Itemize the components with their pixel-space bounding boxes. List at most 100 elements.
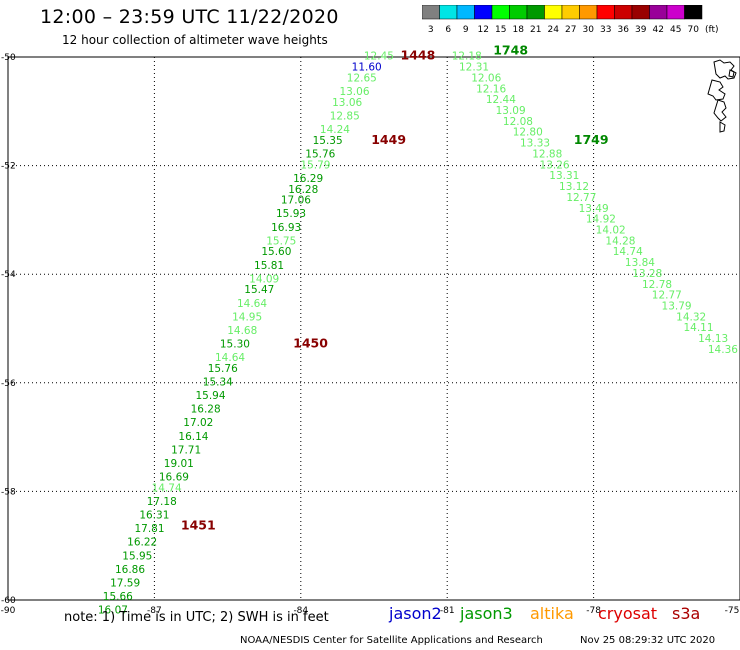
colorbar-label: 27 [565,25,576,33]
note-text: note: 1) Time is in UTC; 2) SWH is in fe… [64,610,329,625]
track-a-wave-label: 14.64 [237,298,267,310]
track-a-wave-label: 12.45 [364,51,394,63]
map-frame [7,56,740,601]
track-a-wave-label: 15.94 [195,390,225,402]
coastline-segment [713,59,737,80]
track-b-wave-label: 14.13 [698,333,728,345]
track-a-wave-label: 17.06 [281,195,311,207]
colorbar-label: 42 [653,25,664,33]
track-b-wave-label: 12.08 [503,116,533,128]
track-a-wave-label: 11.60 [352,62,382,74]
x-tick-label: -78 [586,606,601,616]
track-a-wave-label: 16.28 [288,184,318,196]
track-a-wave-label: 17.59 [110,577,140,589]
track-a-wave-label: 15.60 [261,246,291,258]
x-tick-label: -87 [147,606,162,616]
track-b-wave-label: 13.12 [559,181,589,193]
legend-altika: altika [530,604,574,623]
coastline-segment [719,121,726,133]
track-b-wave-label: 12.88 [532,148,562,160]
track-a-wave-label: 14.68 [227,325,257,337]
track-b-wave-label: 13.49 [579,203,609,215]
track-a-wave-label: 15.66 [103,591,133,603]
track-a-time-label: 1451 [181,517,216,532]
track-b-wave-label: 13.28 [632,268,662,280]
track-b-wave-label: 12.77 [566,192,596,204]
track-a-wave-label: 16.14 [178,431,208,443]
track-a-wave-label: 16.07 [98,605,128,617]
track-b-wave-label: 12.77 [652,290,682,302]
y-tick-label: -56 [1,379,16,389]
x-tick-label: -75 [725,606,740,616]
track-a-wave-label: 16.69 [159,472,189,484]
track-b-wave-label: 13.31 [549,170,579,182]
track-a-wave-label: 12.85 [330,110,360,122]
coastline-segment [707,79,726,101]
map-subtitle: 12 hour collection of altimeter wave hei… [62,33,328,47]
track-b-wave-label: 12.78 [642,279,672,291]
track-a-wave-label: 15.81 [254,260,284,272]
track-a-wave-label: 17.02 [183,417,213,429]
track-b-time-label: 1748 [493,42,528,57]
track-a-time-label: 1450 [293,336,328,351]
colorbar-swatch [684,5,703,20]
track-a-wave-label: 14.24 [320,124,350,136]
track-a-wave-label: 14.64 [215,352,245,364]
coastline-segment [728,69,735,78]
track-b-wave-label: 12.80 [513,127,543,139]
track-b-wave-label: 14.92 [586,214,616,226]
track-b-wave-label: 13.84 [625,257,655,269]
track-b-wave-label: 14.28 [605,235,635,247]
track-a-wave-label: 15.75 [266,235,296,247]
track-b-wave-label: 14.32 [676,311,706,323]
track-b-wave-label: 14.36 [708,344,738,356]
track-a-wave-label: 15.95 [122,550,152,562]
track-a-wave-label: 13.06 [332,97,362,109]
colorbar-label: 9 [463,25,469,33]
track-a-wave-label: 15.76 [208,363,238,375]
track-b-wave-label: 13.79 [662,300,692,312]
track-a-wave-label: 16.86 [115,564,145,576]
colorbar-label: 70 [688,25,700,33]
colorbar-label: 6 [445,25,451,33]
track-a-wave-label: 14.09 [249,273,279,285]
track-a-wave-label: 15.35 [313,135,343,147]
track-b-wave-label: 13.09 [496,105,526,117]
track-b-time-label: 1749 [574,132,609,147]
colorbar-label: 18 [513,25,525,33]
y-tick-label: -58 [1,487,16,497]
generation-timestamp: Nov 25 08:29:32 UTC 2020 [580,635,716,646]
track-a-wave-label: 17.71 [171,444,201,456]
track-a-wave-label: 15.93 [276,208,306,220]
track-a-wave-label: 17.81 [134,523,164,535]
track-a-wave-label: 16.22 [127,537,157,549]
legend-jason2: jason2 [389,604,442,623]
y-tick-label: -54 [1,270,16,280]
track-b-wave-label: 12.31 [459,62,489,74]
colorbar-label: 21 [530,25,541,33]
x-tick-label: -90 [1,606,16,616]
coastline-segment [713,99,727,122]
track-a-wave-label: 16.31 [139,510,169,522]
track-b-wave-label: 13.33 [520,138,550,150]
y-tick-label: -50 [1,53,16,63]
track-b-wave-label: 14.02 [596,224,626,236]
track-a-wave-label: 16.29 [293,173,323,185]
track-a-wave-label: 15.47 [244,284,274,296]
track-b-wave-label: 12.06 [471,72,501,84]
track-b-wave-label: 14.11 [683,322,713,334]
track-a-wave-label: 15.30 [220,339,250,351]
map-title: 12:00 – 23:59 UTC 11/22/2020 [40,6,339,28]
colorbar-label: 33 [600,25,611,33]
track-a-time-label: 1448 [401,48,436,63]
track-a-wave-label: 15.34 [203,377,233,389]
track-a-wave-label: 15.79 [300,159,330,171]
legend-cryosat: cryosat [598,604,658,623]
y-tick-label: -52 [1,162,16,172]
colorbar-label: 30 [583,25,595,33]
track-a-wave-label: 19.01 [164,458,194,470]
colorbar-label: 15 [495,25,506,33]
wave-height-colorbar: 3 6 9 12 15 18 21 24 27 30 33 36 39 42 45 70 (ft) [422,5,719,33]
track-b-wave-label: 12.44 [486,94,516,106]
